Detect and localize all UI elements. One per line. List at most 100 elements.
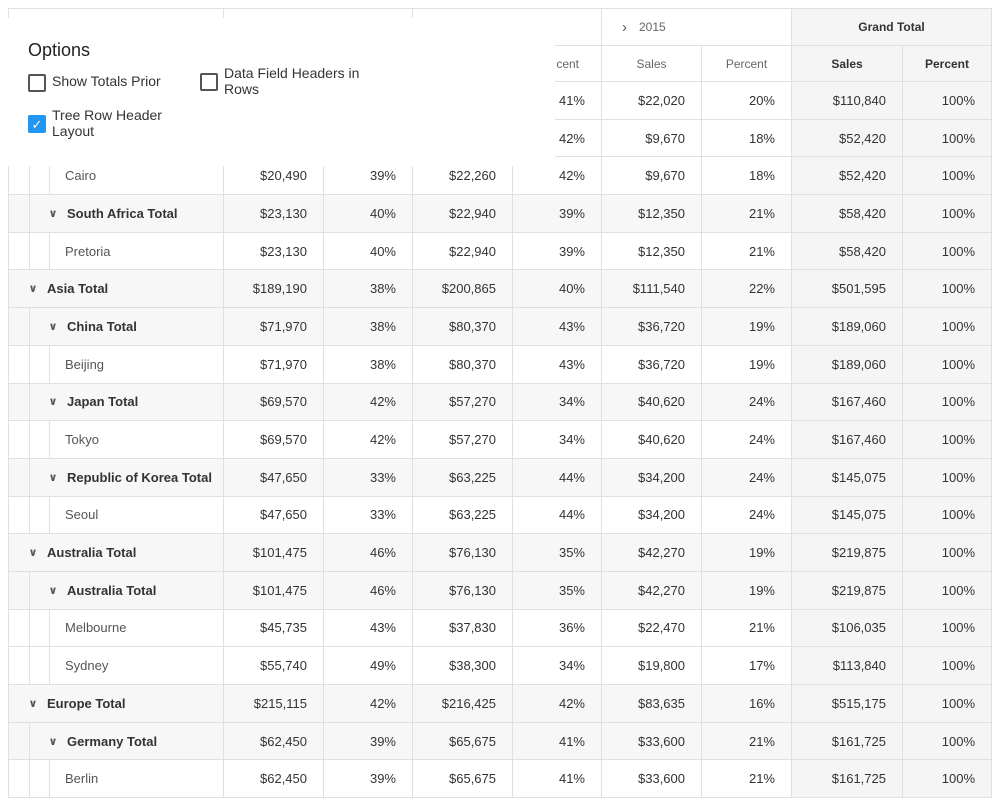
cell-percent-2014: 34% <box>513 421 602 459</box>
show-totals-prior-option[interactable]: Show Totals Prior <box>28 73 161 92</box>
row-header-cell[interactable]: ∨ South Africa Total <box>9 195 224 233</box>
cell-percent-grand: 100% <box>903 82 992 120</box>
chevron-down-icon[interactable]: ∨ <box>28 697 38 710</box>
row-header-label: Seoul <box>65 507 99 523</box>
chevron-down-icon[interactable]: ∨ <box>48 396 58 409</box>
cell-percent-2015: 20% <box>702 82 792 120</box>
cell-sales-2015: $40,620 <box>602 421 702 459</box>
chevron-down-icon[interactable]: ∨ <box>48 735 58 748</box>
chevron-down-icon[interactable]: ∨ <box>48 471 58 484</box>
row-header-cell[interactable]: ∨ China Total <box>9 308 224 346</box>
row-header-cell[interactable]: ∨ Japan Total <box>9 383 224 422</box>
cell-sales-2014: $216,425 <box>413 685 513 723</box>
chevron-down-icon[interactable]: ∨ <box>28 547 38 560</box>
cell-sales-2013: $69,570 <box>224 383 324 422</box>
row-header-label: Pretoria <box>65 243 111 259</box>
table-row: Berlin $62,450 39% $65,675 41% $33,600 21% $161… <box>9 760 992 799</box>
cell-sales-2013: $71,970 <box>224 345 324 384</box>
cell-sales-2015: $9,670 <box>602 157 702 196</box>
cell-sales-2015: $42,270 <box>602 571 702 610</box>
data-field-headers-label: Data Field Headers in Rows <box>224 65 359 97</box>
cell-sales-2015: $111,540 <box>602 270 702 309</box>
tree-guide-line <box>29 421 30 458</box>
cell-sales-grand: $219,875 <box>792 571 903 610</box>
row-header-cell[interactable]: ∨ Australia Total <box>9 571 224 610</box>
chevron-down-icon[interactable]: ∨ <box>48 207 58 220</box>
cell-sales-2014: $57,270 <box>413 383 513 422</box>
data-field-headers-option[interactable]: Data Field Headers in Rows <box>200 65 359 97</box>
cell-percent-2015: 18% <box>702 119 792 158</box>
row-header-label: South Africa Total <box>67 205 178 221</box>
cell-sales-grand: $106,035 <box>792 609 903 648</box>
cell-sales-grand: $145,075 <box>792 496 903 535</box>
cell-percent-2013: 38% <box>324 270 413 309</box>
row-header-cell[interactable]: ∨ Australia Total <box>9 534 224 572</box>
tree-guide-line <box>29 609 30 647</box>
cell-percent-2014: 40% <box>513 270 602 309</box>
cell-percent-2014: 34% <box>513 647 602 685</box>
data-field-headers-checkbox[interactable] <box>200 73 218 91</box>
cell-sales-grand: $52,420 <box>792 119 903 158</box>
cell-sales-2013: $47,650 <box>224 458 324 497</box>
row-header-label: Germany Total <box>67 733 158 749</box>
show-totals-prior-checkbox[interactable] <box>28 74 46 92</box>
year-header-2015[interactable]: › 2015 <box>602 9 792 46</box>
cell-percent-grand: 100% <box>903 421 992 459</box>
cell-sales-grand: $58,420 <box>792 232 903 271</box>
cell-percent-2014: 42% <box>513 157 602 196</box>
cell-percent-2014: 43% <box>513 308 602 346</box>
header-sales-grand: Sales <box>792 46 903 82</box>
cell-percent-2013: 33% <box>324 458 413 497</box>
cell-sales-2013: $23,130 <box>224 195 324 233</box>
total-row: ∨ Europe Total $215,115 42% $216,425 42% $83,6… <box>9 685 992 723</box>
row-header-label: Melbourne <box>65 620 127 636</box>
cell-percent-2013: 39% <box>324 157 413 196</box>
row-header-cell[interactable]: ∨ Asia Total <box>9 270 224 309</box>
grand-total-header: Grand Total <box>792 9 992 46</box>
cell-sales-2014: $76,130 <box>413 534 513 572</box>
row-header-label: Australia Total <box>47 545 137 561</box>
cell-sales-2014: $37,830 <box>413 609 513 648</box>
options-title: Options <box>28 40 91 60</box>
row-header-cell[interactable]: ∨ Republic of Korea Total <box>9 458 224 497</box>
cell-percent-2015: 19% <box>702 571 792 610</box>
row-header-cell: Berlin <box>9 760 224 799</box>
cell-percent-grand: 100% <box>903 383 992 422</box>
cell-sales-2014: $22,940 <box>413 232 513 271</box>
cell-percent-2015: 17% <box>702 647 792 685</box>
row-header-cell[interactable]: ∨ Germany Total <box>9 722 224 761</box>
tree-row-header-option[interactable]: ✓ Tree Row Header Layout <box>28 107 162 139</box>
grid-body: 41% $22,020 20% $110,840 100% 42% $9,670 18% $52… <box>9 82 992 799</box>
cell-sales-2014: $57,270 <box>413 421 513 459</box>
cell-sales-grand: $110,840 <box>792 82 903 120</box>
show-totals-prior-label: Show Totals Prior <box>52 73 161 89</box>
cell-sales-2013: $215,115 <box>224 685 324 723</box>
chevron-down-icon[interactable]: ∨ <box>48 320 58 333</box>
tree-row-header-checkbox[interactable]: ✓ <box>28 115 46 133</box>
header-percent-2014: cent <box>513 46 602 82</box>
cell-percent-grand: 100% <box>903 270 992 309</box>
cell-percent-2015: 19% <box>702 308 792 346</box>
cell-percent-grand: 100% <box>903 722 992 761</box>
chevron-down-icon[interactable]: ∨ <box>48 584 58 597</box>
cell-sales-grand: $219,875 <box>792 534 903 572</box>
chevron-down-icon[interactable]: ∨ <box>28 283 38 296</box>
tree-guide-line <box>29 647 30 684</box>
table-row: Pretoria $23,130 40% $22,940 39% $12,350 21% $5… <box>9 232 992 271</box>
cell-percent-2015: 24% <box>702 383 792 422</box>
cell-percent-2014: 44% <box>513 458 602 497</box>
cell-percent-2015: 18% <box>702 157 792 196</box>
table-row: 41% $22,020 20% $110,840 100% <box>9 82 992 120</box>
cell-sales-grand: $167,460 <box>792 383 903 422</box>
cell-sales-2014: $200,865 <box>413 270 513 309</box>
row-header-label: Republic of Korea Total <box>67 469 212 485</box>
tree-guide-line <box>29 308 30 345</box>
row-header-cell[interactable]: ∨ Europe Total <box>9 685 224 723</box>
chevron-right-icon[interactable]: › <box>622 18 627 36</box>
cell-percent-2013: 38% <box>324 345 413 384</box>
cell-percent-2013: 40% <box>324 195 413 233</box>
cell-sales-2013: $71,970 <box>224 308 324 346</box>
cell-percent-2014: 35% <box>513 534 602 572</box>
tree-guide-line <box>49 345 50 383</box>
tree-guide-line <box>49 760 50 798</box>
